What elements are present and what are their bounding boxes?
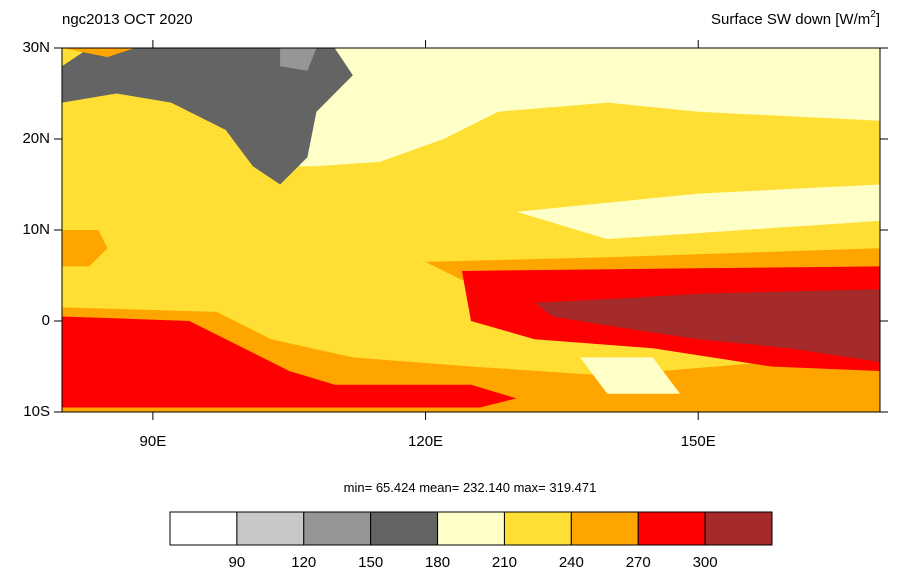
colorbar-label: 120	[291, 554, 316, 571]
right-title-text: Surface SW down [W/m	[711, 11, 870, 28]
right-title: Surface SW down [W/m2]	[711, 9, 880, 28]
y-tick-label: 10S	[23, 403, 50, 420]
y-tick-label: 10N	[22, 221, 50, 238]
field-region	[534, 289, 880, 362]
colorbar-box	[704, 511, 773, 546]
field-region	[62, 316, 517, 408]
stats: min= 65.424 mean= 232.140 max= 319.471	[344, 480, 597, 495]
map-field	[62, 48, 880, 412]
field-region	[62, 230, 108, 267]
y-tick-label: 20N	[22, 130, 50, 147]
stat-value: 65.424	[376, 480, 416, 495]
x-tick-label: 90E	[140, 433, 167, 450]
stat-label: mean=	[419, 480, 459, 495]
stat-value: 232.140	[463, 480, 510, 495]
colorbar-label: 90	[229, 554, 246, 571]
colorbar-box	[370, 511, 439, 546]
colorbar-box	[169, 511, 238, 546]
colorbar-box	[303, 511, 372, 546]
colorbar-label: 240	[559, 554, 584, 571]
colorbar-label: 210	[492, 554, 517, 571]
colorbar-label: 270	[626, 554, 651, 571]
field-region	[62, 48, 353, 185]
right-title-sup: 2	[870, 9, 876, 20]
colorbar-box	[570, 511, 639, 546]
field-region	[580, 357, 681, 394]
right-title-close: ]	[876, 11, 880, 28]
x-tick-label: 120E	[408, 433, 443, 450]
colorbar-label: 180	[425, 554, 450, 571]
x-tick-label: 150E	[681, 433, 716, 450]
colorbar-label: 150	[358, 554, 383, 571]
stat-value: 319.471	[549, 480, 596, 495]
colorbar-box	[236, 511, 305, 546]
colorbar-label: 300	[693, 554, 718, 571]
colorbar-box	[437, 511, 505, 546]
y-tick-label: 0	[42, 312, 50, 329]
field-region	[516, 184, 880, 240]
left-title: ngc2013 OCT 2020	[62, 11, 193, 28]
colorbar-box	[503, 511, 572, 546]
stat-label: max=	[514, 480, 546, 495]
map-overlay: 90E 120E 150E 30N 20N 10N 0 10S	[22, 39, 888, 450]
y-tick-label: 30N	[22, 39, 50, 56]
stat-label: min=	[344, 480, 373, 495]
field-region	[62, 48, 135, 58]
field-region	[280, 48, 317, 71]
colorbar-box	[637, 511, 706, 546]
